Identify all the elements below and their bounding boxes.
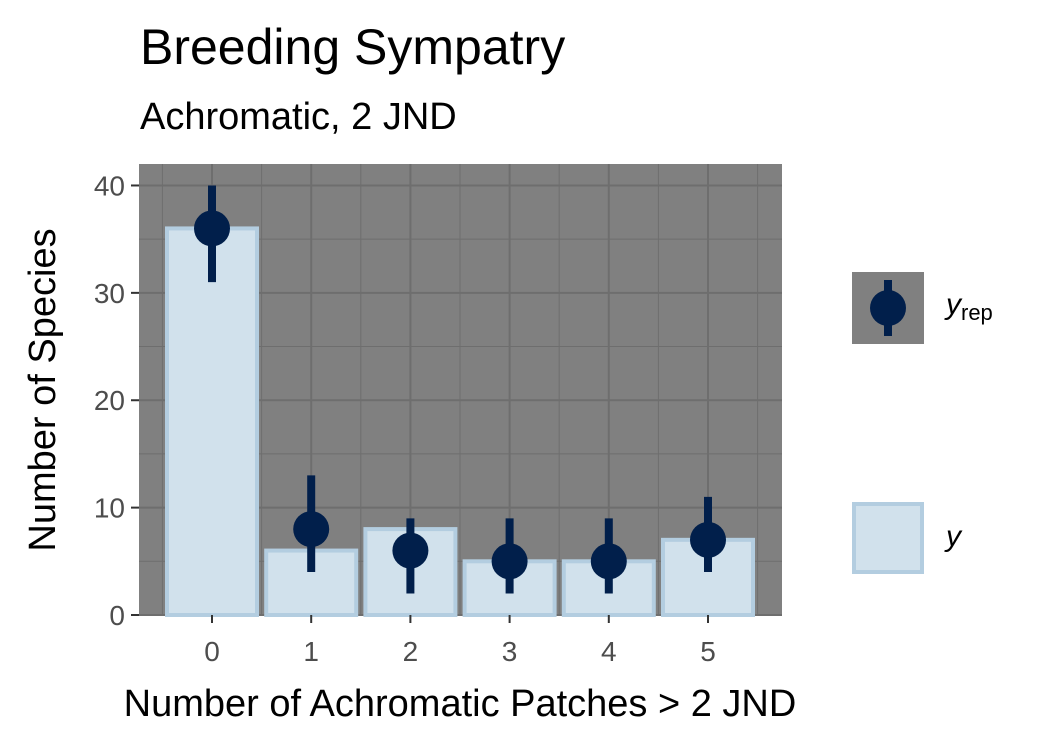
- x-tick-label: 3: [502, 636, 518, 667]
- yrep-point-1: [293, 511, 330, 548]
- y-axis-title: Number of Species: [22, 228, 64, 551]
- y-tick-label: 40: [94, 170, 125, 201]
- x-tick-label: 2: [403, 636, 419, 667]
- y-tick-label: 0: [109, 600, 125, 631]
- legend-subscript-yrep: rep: [961, 300, 993, 325]
- x-tick-label: 1: [303, 636, 319, 667]
- yrep-point-5: [690, 521, 726, 558]
- x-axis-title: Number of Achromatic Patches > 2 JND: [124, 683, 797, 725]
- chart-subtitle: Achromatic, 2 JND: [140, 96, 457, 138]
- x-axis: 0 1 2 3 4 5: [204, 615, 716, 667]
- y-axis: 0 10 20 30 40: [94, 170, 139, 631]
- yrep-point-0: [194, 210, 230, 247]
- y-tick-label: 10: [94, 493, 125, 524]
- yrep-point-4: [590, 543, 627, 580]
- legend-yrep-point: [870, 290, 906, 326]
- x-tick-label: 4: [601, 636, 617, 667]
- x-tick-label: 5: [700, 636, 716, 667]
- legend: yrep y: [852, 272, 993, 574]
- y-tick-label: 20: [94, 385, 125, 416]
- bar-0: [165, 226, 259, 618]
- legend-label-yrep: yrep: [944, 288, 993, 325]
- yrep-point-2: [392, 532, 429, 569]
- y-tick-label: 30: [94, 278, 125, 309]
- legend-label-y: y: [944, 520, 963, 553]
- yrep-point-3: [491, 543, 528, 580]
- x-tick-label: 0: [204, 636, 220, 667]
- legend-symbol-yrep: y: [944, 288, 963, 321]
- chart-title: Breeding Sympatry: [140, 19, 566, 75]
- points-layer: [194, 185, 726, 594]
- legend-y-swatch: [852, 502, 924, 574]
